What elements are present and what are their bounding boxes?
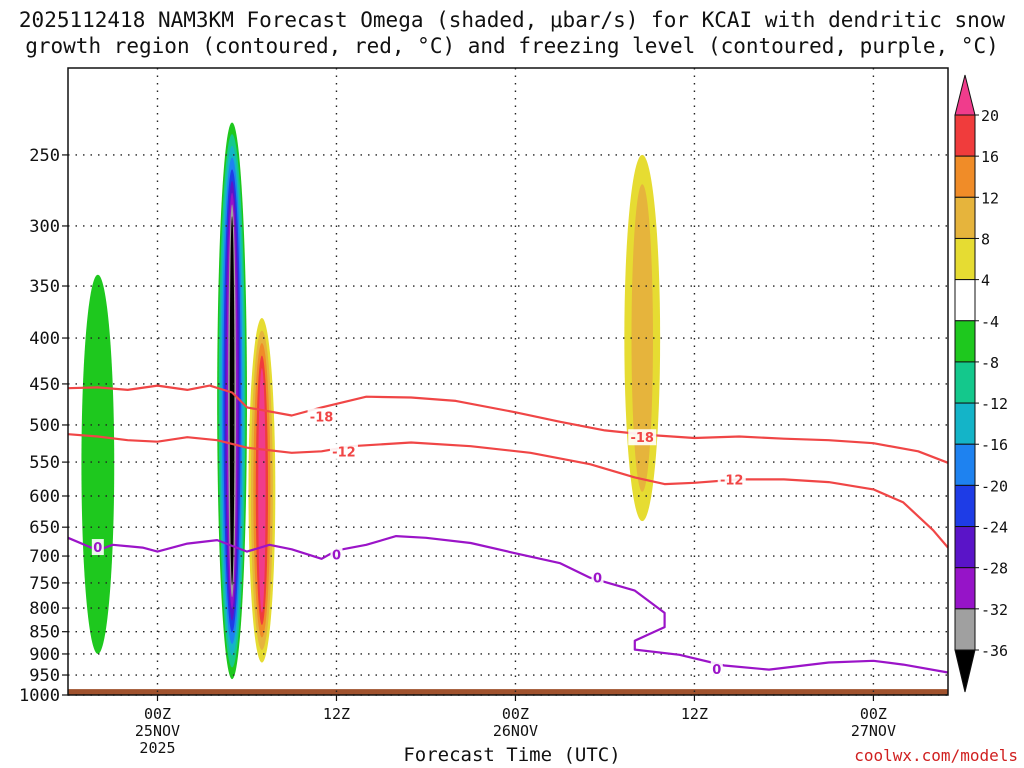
chart-title-line-1: 2025112418 NAM3KM Forecast Omega (shaded… — [18, 8, 1006, 32]
colorbar-label-3: 8 — [981, 230, 990, 248]
colorbar-bin-2 — [954, 196, 976, 239]
omega-shading — [68, 122, 948, 695]
y-tick-label-350: 350 — [29, 277, 60, 297]
y-tick-label-550: 550 — [29, 453, 60, 473]
x-tick-label-0-1: 25NOV — [135, 722, 180, 740]
omega-band-1-8 — [229, 216, 235, 586]
y-tick-label-950: 950 — [29, 666, 60, 686]
contour-label-bg-3 — [717, 471, 746, 488]
plot-frame — [67, 67, 949, 696]
y-tick-label-300: 300 — [29, 217, 60, 237]
colorbar-bin-5 — [954, 320, 976, 363]
colorbar-bin-11 — [954, 567, 976, 610]
colorbar-label-4: 4 — [981, 272, 990, 290]
contour-label-3: -12 — [720, 473, 744, 488]
colorbar: 20 16 12 8 4 -4 -8 -12 -16 -20 -24 -28 -32 -36 — [954, 74, 1008, 693]
colorbar-label-2: 12 — [981, 189, 999, 207]
y-tick-label-800: 800 — [29, 599, 60, 619]
y-tick-label-400: 400 — [29, 329, 60, 349]
y-tick-label-850: 850 — [29, 623, 60, 643]
y-tick-label-450: 450 — [29, 375, 60, 395]
y-tick-label-750: 750 — [29, 574, 60, 594]
colorbar-top-arrow — [954, 74, 976, 116]
colorbar-label-0: 20 — [981, 107, 999, 125]
colorbar-bin-0 — [954, 114, 976, 157]
colorbar-bin-6 — [954, 361, 976, 404]
x-tick-label-4-1: 27NOV — [851, 722, 896, 740]
contour-label-bg-5 — [330, 546, 343, 563]
contour-label-7: 0 — [712, 663, 721, 678]
contour-label-bg-1 — [628, 429, 657, 446]
plot-border — [67, 67, 949, 696]
colorbar-label-9: -20 — [981, 477, 1008, 495]
contour-label-bg-6 — [591, 569, 604, 586]
omega-band-3-1 — [631, 184, 653, 492]
colorbar-label-7: -12 — [981, 395, 1008, 413]
y-tick-label-700: 700 — [29, 547, 60, 567]
colorbar-label-8: -16 — [981, 436, 1008, 454]
x-tick-label-0-2: 2025 — [139, 739, 175, 757]
contour-line-2 — [67, 535, 949, 674]
contour-label-0: -18 — [310, 410, 334, 425]
terrain-surface — [68, 689, 948, 695]
contour-label-bg-7 — [710, 660, 723, 677]
credit-text: coolwx.com/models — [854, 746, 1018, 765]
contour-label-bg-2 — [329, 443, 358, 460]
contour-label-5: 0 — [332, 548, 341, 563]
omega-band-0-0 — [81, 274, 115, 654]
colorbar-label-10: -24 — [981, 519, 1008, 537]
colorbar-bin-7 — [954, 402, 976, 445]
y-axis: 2503003504004505005506006507007508008509… — [19, 146, 68, 706]
contour-label-2: -12 — [332, 445, 356, 460]
x-tick-label-3-0: 12Z — [681, 705, 708, 723]
colorbar-bin-4 — [954, 279, 976, 322]
colorbar-label-6: -8 — [981, 354, 999, 372]
x-tick-label-4-0: 00Z — [860, 705, 887, 723]
colorbar-bin-1 — [954, 155, 976, 198]
x-tick-label-2-0: 00Z — [502, 705, 529, 723]
y-tick-label-600: 600 — [29, 487, 60, 507]
contour-label-4: 0 — [93, 541, 102, 556]
colorbar-label-11: -28 — [981, 560, 1008, 578]
contours: -18 -18 -12 -12 0 0 0 0 — [67, 384, 949, 678]
contour-label-1: -18 — [630, 431, 654, 446]
colorbar-bottom-arrow — [954, 649, 976, 693]
omega-band-2-4 — [258, 368, 266, 613]
colorbar-label-13: -36 — [981, 642, 1008, 660]
x-tick-label-0-0: 00Z — [144, 705, 171, 723]
colorbar-bin-9 — [954, 484, 976, 528]
y-tick-label-1000: 1000 — [19, 686, 60, 706]
y-tick-label-250: 250 — [29, 146, 60, 166]
x-tick-label-1-0: 12Z — [323, 705, 350, 723]
colorbar-label-5: -4 — [981, 313, 999, 331]
x-tick-label-2-1: 26NOV — [493, 722, 538, 740]
y-tick-label-900: 900 — [29, 645, 60, 665]
contour-label-bg-0 — [307, 408, 336, 425]
x-axis-title: Forecast Time (UTC) — [403, 744, 621, 766]
colorbar-bin-10 — [954, 526, 976, 569]
colorbar-bin-8 — [954, 443, 976, 486]
contour-label-bg-4 — [91, 539, 104, 556]
colorbar-label-12: -32 — [981, 601, 1008, 619]
colorbar-bin-3 — [954, 237, 976, 281]
gridlines — [68, 68, 948, 696]
chart-title-line-2: growth region (contoured, red, °C) and f… — [25, 34, 999, 58]
y-tick-label-650: 650 — [29, 518, 60, 538]
contour-line-1 — [67, 433, 949, 549]
colorbar-bin-12 — [954, 608, 976, 651]
contour-line-0 — [67, 384, 949, 464]
y-tick-label-500: 500 — [29, 416, 60, 436]
contour-label-6: 0 — [593, 572, 602, 587]
colorbar-label-1: 16 — [981, 148, 999, 166]
